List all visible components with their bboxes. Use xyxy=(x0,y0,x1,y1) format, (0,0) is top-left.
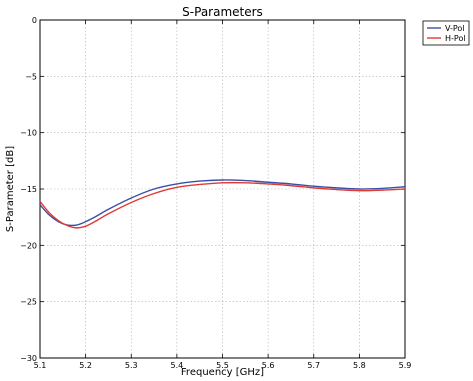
y-axis-title: S-Parameter [dB] xyxy=(5,146,16,232)
x-axis-title: Frequency [GHz] xyxy=(181,367,264,378)
axis-ticks xyxy=(39,19,406,359)
y-tick-label: −10 xyxy=(20,129,37,138)
x-tick-label: 5.9 xyxy=(399,361,412,370)
x-tick-label: 5.3 xyxy=(125,361,138,370)
y-tick-label: −20 xyxy=(20,241,37,250)
y-tick-labels: −30 −25 −20 −15 −10 −5 0 xyxy=(20,16,37,363)
series-line-h-pol xyxy=(39,181,406,229)
x-tick-label: 5.4 xyxy=(171,361,184,370)
x-tick-label: 5.7 xyxy=(307,361,320,370)
x-tick-labels: 5.1 5.2 5.3 5.4 5.5 5.6 5.7 5.8 5.9 xyxy=(34,361,412,370)
legend-label-v-pol: V-Pol xyxy=(445,24,465,33)
x-tick-label: 5.8 xyxy=(353,361,366,370)
legend-label-h-pol: H-Pol xyxy=(445,34,466,43)
chart-title: S-Parameters xyxy=(182,5,263,19)
x-tick-label: 5.5 xyxy=(216,361,229,370)
y-tick-label: −25 xyxy=(20,298,37,307)
x-tick-label: 5.6 xyxy=(262,361,275,370)
series-line-v-pol xyxy=(39,179,406,227)
y-tick-label: 0 xyxy=(32,16,37,25)
y-tick-label: −30 xyxy=(20,354,37,363)
legend-box xyxy=(422,20,470,46)
y-tick-label: −15 xyxy=(20,185,37,194)
x-tick-label: 5.1 xyxy=(34,361,47,370)
series-lines xyxy=(39,179,406,229)
y-tick-label: −5 xyxy=(25,72,37,81)
x-tick-label: 5.2 xyxy=(79,361,92,370)
